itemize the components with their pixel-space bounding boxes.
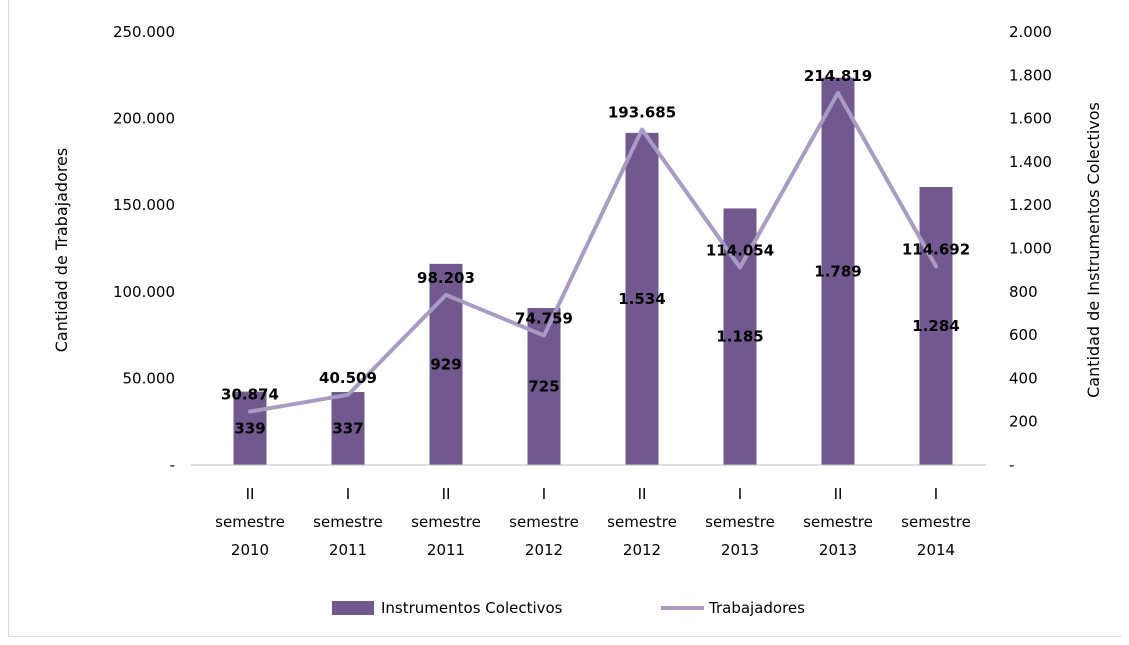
bar-data-label: 1.284 (912, 317, 959, 335)
line-data-label: 30.874 (221, 386, 279, 404)
left-tick-label: 250.000 (113, 23, 175, 41)
line-trabajadores (248, 90, 938, 414)
right-axis-ticks: - 200 400 600 800 1.000 1.200 1.400 1.600 1.800 2.… (1009, 23, 1052, 474)
right-tick-label: 1.800 (1009, 66, 1052, 84)
chart-frame: - 50.000 100.000 150.000 200.000 250.000 - 200… (8, 0, 1121, 637)
category-label: II semestre 2012 (607, 485, 677, 559)
left-tick-label: 100.000 (113, 283, 175, 301)
bar-data-label: 339 (234, 419, 265, 437)
bar-data-label: 1.789 (814, 262, 861, 280)
left-axis-title: Cantidad de Trabajadores (52, 148, 71, 353)
category-label: II semestre 2011 (411, 485, 481, 559)
right-tick-label: 1.600 (1009, 110, 1052, 128)
left-tick-label: 50.000 (123, 369, 176, 387)
right-tick-label: 1.000 (1009, 240, 1052, 258)
bar-data-labels: 339 337 929 725 1.534 1.185 1.789 1.284 (234, 262, 959, 437)
left-tick-label: 200.000 (113, 110, 175, 128)
line-data-labels: 30.874 40.509 98.203 74.759 193.685 114.054 21… (221, 67, 970, 404)
right-tick-label: 800 (1009, 283, 1038, 301)
right-tick-label: 1.400 (1009, 153, 1052, 171)
legend: Instrumentos Colectivos Trabajadores (332, 599, 805, 617)
legend-label-instrumentos: Instrumentos Colectivos (381, 599, 563, 617)
right-tick-label: 600 (1009, 326, 1038, 344)
bar-series (233, 77, 953, 465)
left-axis-ticks: - 50.000 100.000 150.000 200.000 250.000 (113, 23, 175, 474)
left-tick-label: 150.000 (113, 196, 175, 214)
bar-data-label: 929 (430, 355, 461, 373)
line-data-label: 114.054 (706, 241, 774, 259)
legend-swatch-instrumentos (332, 601, 374, 615)
combo-chart: - 50.000 100.000 150.000 200.000 250.000 - 200… (52, 23, 1103, 617)
right-tick-label: - (1009, 456, 1014, 474)
bar-data-label: 725 (528, 378, 559, 396)
right-tick-label: 200 (1009, 413, 1038, 431)
left-tick-label: - (170, 456, 175, 474)
category-label: II semestre 2010 (215, 485, 285, 559)
line-data-label: 40.509 (319, 369, 377, 387)
bar-instrumentos-colectivos (919, 187, 953, 465)
line-data-label: 114.692 (902, 240, 970, 258)
bar-data-label: 337 (332, 420, 363, 438)
category-label: II semestre 2013 (803, 485, 873, 559)
legend-label-trabajadores: Trabajadores (708, 599, 805, 617)
line-data-label: 98.203 (417, 269, 475, 287)
right-tick-label: 400 (1009, 369, 1038, 387)
bar-data-label: 1.185 (716, 328, 763, 346)
line-data-label: 214.819 (804, 67, 872, 85)
bar-instrumentos-colectivos (625, 132, 659, 465)
bar-instrumentos-colectivos (233, 391, 267, 465)
right-tick-label: 2.000 (1009, 23, 1052, 41)
category-labels: II semestre 2010 I semestre 2011 II semestre 201… (215, 485, 971, 559)
line-series (248, 90, 938, 414)
bar-instrumentos-colectivos (331, 392, 365, 465)
right-axis-title: Cantidad de Instrumentos Colectivos (1084, 102, 1103, 398)
right-tick-label: 1.200 (1009, 196, 1052, 214)
line-data-label: 74.759 (515, 310, 573, 328)
line-data-label: 193.685 (608, 104, 676, 122)
bar-data-label: 1.534 (618, 290, 665, 308)
bar-instrumentos-colectivos (821, 77, 855, 465)
